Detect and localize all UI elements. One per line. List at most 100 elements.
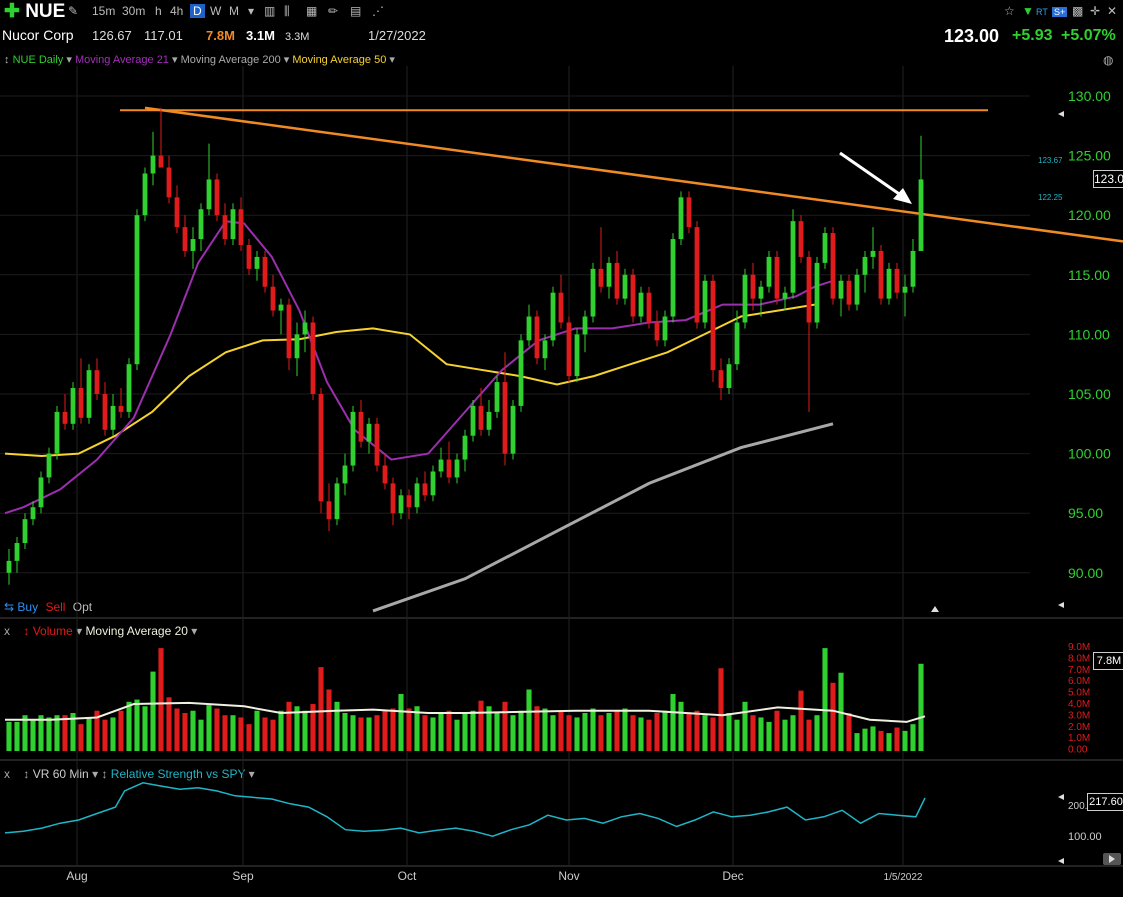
interval-d[interactable]: D bbox=[190, 4, 205, 18]
interval-m[interactable]: M bbox=[229, 4, 239, 18]
candle-body bbox=[414, 483, 420, 508]
ma200-line bbox=[372, 422, 834, 613]
candle-body bbox=[718, 370, 724, 389]
candle-body bbox=[438, 459, 444, 472]
interval-h[interactable]: h bbox=[155, 4, 162, 18]
symbol-box[interactable]: ✚ NUE bbox=[4, 0, 65, 23]
legend-vr60[interactable]: VR 60 Min bbox=[32, 767, 89, 781]
interval-4h[interactable]: 4h bbox=[170, 4, 184, 18]
legend-ma200[interactable]: Moving Average 200 bbox=[180, 54, 281, 66]
volume-bar bbox=[462, 712, 468, 751]
candle-body bbox=[150, 155, 156, 174]
candle-body bbox=[822, 233, 828, 263]
rt-badge[interactable]: RT bbox=[1036, 7, 1048, 17]
close-icon[interactable]: ✕ bbox=[1107, 4, 1118, 18]
candle-body bbox=[110, 405, 116, 430]
share-icon[interactable]: ⋰ bbox=[372, 4, 384, 18]
quote-avg-volume: 3.1M bbox=[246, 28, 275, 43]
volume-bar bbox=[486, 706, 492, 751]
candle-body bbox=[126, 364, 132, 412]
buy-button[interactable]: Buy bbox=[17, 600, 39, 614]
gear-icon[interactable]: ✎ bbox=[68, 4, 79, 18]
draw-icon[interactable]: ✏ bbox=[328, 4, 339, 18]
candle-body bbox=[606, 262, 612, 287]
trade-icon[interactable]: ⇆ bbox=[4, 600, 15, 614]
filter-icon[interactable]: ▼ bbox=[1022, 4, 1034, 18]
updown-icon[interactable]: ↕ bbox=[4, 54, 10, 66]
chevron-right-icon bbox=[1109, 855, 1115, 863]
candle-body bbox=[694, 227, 700, 323]
rs-last-tag: 217.60 bbox=[1087, 793, 1123, 811]
volume-bar bbox=[854, 733, 860, 751]
volume-bar bbox=[286, 701, 292, 751]
candle-body bbox=[734, 322, 740, 365]
y-tick-label: 90.00 bbox=[1068, 565, 1103, 581]
chevron-down-icon[interactable]: ▾ bbox=[283, 54, 290, 66]
candle-body bbox=[742, 274, 748, 323]
volume-tick-label: 2.0M bbox=[1068, 722, 1090, 733]
move-icon[interactable]: ✛ bbox=[1090, 4, 1101, 18]
volume-bar bbox=[310, 704, 316, 751]
chevron-down-icon[interactable]: ▾ bbox=[92, 767, 99, 781]
volume-bar bbox=[638, 717, 644, 751]
volume-bar bbox=[326, 689, 332, 751]
chevron-down-icon[interactable]: ▾ bbox=[389, 54, 395, 66]
star-icon[interactable]: ☆ bbox=[1004, 4, 1015, 18]
legend-ma50[interactable]: Moving Average 50 bbox=[292, 54, 387, 66]
candle-body bbox=[886, 268, 892, 299]
legend-rs-spy[interactable]: Relative Strength vs SPY bbox=[110, 767, 246, 781]
interval-w[interactable]: W bbox=[210, 4, 222, 18]
volume-bar bbox=[670, 693, 676, 751]
candle-body bbox=[774, 256, 780, 299]
chevron-down-icon[interactable]: ▾ bbox=[76, 624, 83, 638]
updown-icon[interactable]: ↕ bbox=[101, 767, 108, 781]
chart-type-icon[interactable]: ▥ bbox=[264, 4, 276, 18]
palette-icon[interactable]: ◍ bbox=[1103, 53, 1114, 67]
candle-body bbox=[518, 340, 524, 406]
legend-volume[interactable]: Volume bbox=[32, 624, 73, 638]
volume-bar bbox=[102, 719, 108, 751]
candle-body bbox=[6, 560, 12, 573]
volume-bar bbox=[830, 682, 836, 751]
close-pane-icon[interactable]: x bbox=[4, 624, 10, 638]
candle-body bbox=[270, 286, 276, 311]
volume-bar bbox=[862, 728, 868, 751]
candle-body bbox=[462, 435, 468, 460]
chevron-down-icon[interactable]: ▾ bbox=[248, 4, 255, 18]
legend-volume-ma[interactable]: Moving Average 20 bbox=[85, 624, 188, 638]
legend-ma21[interactable]: Moving Average 21 bbox=[74, 54, 169, 66]
volume-tick-label: 7.0M bbox=[1068, 665, 1090, 676]
opt-button[interactable]: Opt bbox=[72, 600, 93, 614]
add-icon[interactable]: ✚ bbox=[4, 1, 20, 22]
sell-button[interactable]: Sell bbox=[45, 600, 66, 614]
close-pane-icon[interactable]: x bbox=[4, 767, 10, 781]
updown-icon[interactable]: ↕ bbox=[23, 624, 30, 638]
interval-30m[interactable]: 30m bbox=[122, 4, 146, 18]
volume-tick-label: 3.0M bbox=[1068, 710, 1090, 721]
layers-icon[interactable]: ▤ bbox=[350, 4, 362, 18]
indicators-icon[interactable]: ▦ bbox=[306, 4, 318, 18]
save-icon[interactable]: ▩ bbox=[1072, 4, 1084, 18]
candle-body bbox=[846, 280, 852, 305]
legend-nue-daily[interactable]: NUE Daily bbox=[12, 54, 64, 66]
candle-body bbox=[166, 167, 172, 198]
chevron-down-icon[interactable]: ▾ bbox=[248, 767, 255, 781]
volume-bar bbox=[366, 717, 372, 751]
updown-icon[interactable]: ↕ bbox=[23, 767, 30, 781]
candle-body bbox=[526, 316, 532, 341]
interval-15m[interactable]: 15m bbox=[92, 4, 116, 18]
x-tick-label: Sep bbox=[232, 869, 254, 883]
candle-body bbox=[582, 316, 588, 335]
volume-bar bbox=[342, 712, 348, 751]
chevron-down-icon[interactable]: ▾ bbox=[66, 54, 72, 66]
volume-tick-label: 1.0M bbox=[1068, 733, 1090, 744]
bars-icon[interactable]: ⫼ bbox=[284, 4, 290, 18]
volume-bar bbox=[574, 717, 580, 751]
splus-badge[interactable]: S+ bbox=[1052, 7, 1068, 17]
volume-bar bbox=[158, 648, 164, 751]
candle-body bbox=[350, 411, 356, 466]
chevron-down-icon[interactable]: ▾ bbox=[172, 54, 178, 66]
candle-body bbox=[870, 250, 876, 257]
chevron-down-icon[interactable]: ▾ bbox=[191, 624, 198, 638]
